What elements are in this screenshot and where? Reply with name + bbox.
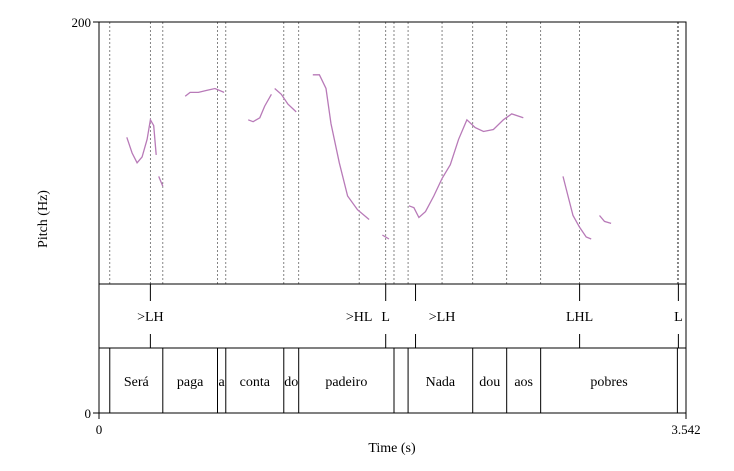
word-label-1: paga bbox=[177, 375, 204, 390]
word-label-5: padeiro bbox=[325, 375, 367, 390]
pitch-segment-6 bbox=[382, 234, 390, 240]
pitch-segment-4 bbox=[274, 88, 297, 113]
pitch-segment-0 bbox=[126, 117, 157, 164]
pitch-segment-8 bbox=[562, 176, 592, 240]
tone-label-1: >HL bbox=[346, 310, 373, 325]
x-tick-label-max: 3.542 bbox=[671, 422, 700, 437]
word-label-7: Nada bbox=[426, 375, 456, 390]
tone-label-0: >LH bbox=[137, 310, 164, 325]
pitch-segment-9 bbox=[599, 215, 612, 225]
pitch-segment-5 bbox=[312, 74, 370, 220]
x-axis-label: Time (s) bbox=[368, 441, 416, 456]
tone-label-2: L bbox=[381, 310, 390, 325]
word-label-4: do bbox=[284, 375, 298, 390]
tones-tier: >LH >HL L >LH LHL L bbox=[137, 284, 683, 348]
y-tick-label-min: 0 bbox=[85, 406, 92, 421]
pitch-segment-2 bbox=[184, 87, 225, 97]
y-tick-label-max: 200 bbox=[72, 15, 92, 30]
x-tick-label-min: 0 bbox=[96, 422, 103, 437]
pitch-curves bbox=[126, 74, 612, 240]
words-tier: Será paga a conta do padeiro Nada dou aos pobres bbox=[109, 348, 678, 413]
word-label-0: Será bbox=[124, 375, 150, 390]
word-label-8: dou bbox=[479, 375, 500, 390]
word-label-2: a bbox=[219, 375, 226, 390]
pitch-segment-1 bbox=[158, 176, 164, 187]
pitch-segment-7 bbox=[408, 113, 524, 219]
word-label-10: pobres bbox=[590, 375, 627, 390]
word-label-3: conta bbox=[240, 375, 271, 390]
interval-guide-lines bbox=[109, 22, 679, 284]
plot-border bbox=[98, 21, 687, 414]
plot-frame bbox=[93, 21, 687, 419]
y-axis-label: Pitch (Hz) bbox=[36, 190, 51, 248]
word-label-9: aos bbox=[514, 375, 533, 390]
tone-label-5: L bbox=[674, 310, 683, 325]
tone-label-4: LHL bbox=[566, 310, 593, 325]
pitch-segment-3 bbox=[247, 93, 272, 123]
tone-label-3: >LH bbox=[429, 310, 456, 325]
